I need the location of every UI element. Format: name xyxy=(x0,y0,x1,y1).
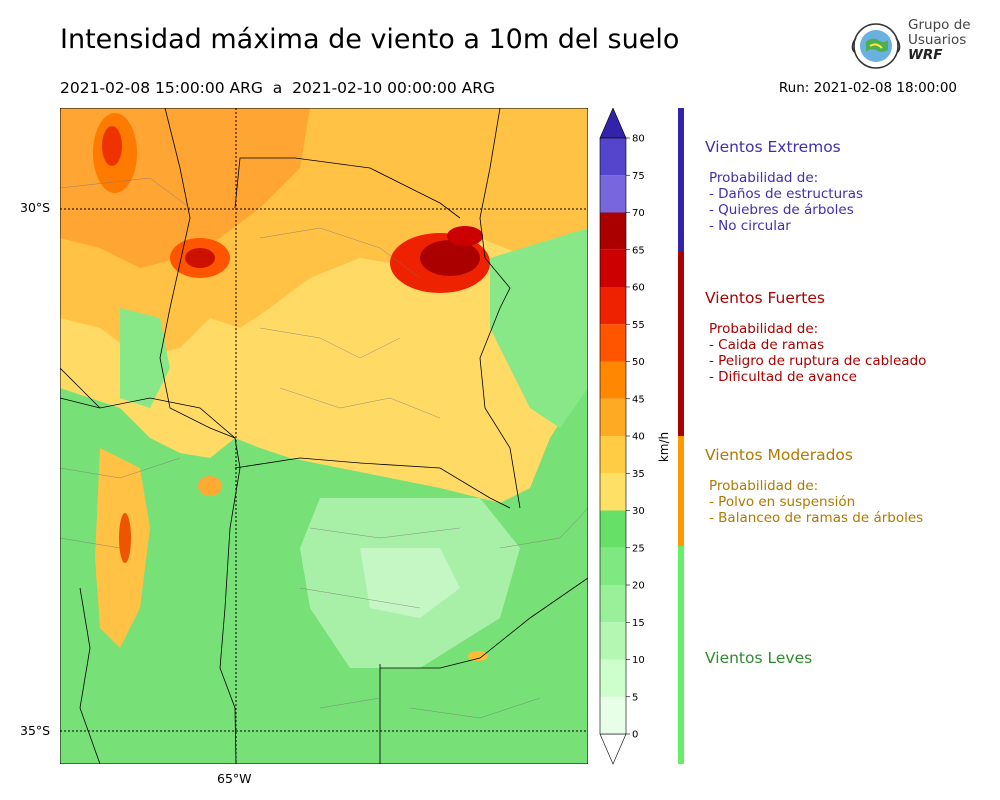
colorbar-swatch xyxy=(600,361,626,399)
colorbar-unit: km/h xyxy=(657,431,672,463)
colorbar-swatch xyxy=(600,696,626,734)
category-light: Vientos Leves xyxy=(705,649,812,667)
lon-label-65w: 65°W xyxy=(217,771,252,786)
category-moderate: Vientos Moderados Probabilidad de: - Pol… xyxy=(705,446,923,526)
colorbar-tick-label: 70 xyxy=(632,208,645,219)
colorbar-tick-label: 30 xyxy=(632,506,645,517)
logo-line-3: WRF xyxy=(908,47,943,63)
colorbar-extend-max xyxy=(599,108,627,139)
colorbar-tick-label: 15 xyxy=(632,618,645,629)
colorbar-tick-label: 50 xyxy=(632,357,645,368)
colorbar-tick-label: 55 xyxy=(632,320,645,331)
colorbar-swatch xyxy=(600,324,626,362)
colorbar-tick-label: 25 xyxy=(632,543,645,554)
globe-icon xyxy=(851,23,901,69)
band-strong xyxy=(678,252,684,436)
lat-label-30s: 30°S xyxy=(20,200,51,215)
category-title: Vientos Moderados xyxy=(705,446,853,464)
colorbar-tick-label: 80 xyxy=(632,134,645,145)
colorbar-tick-label: 10 xyxy=(632,655,645,666)
colorbar-swatch xyxy=(600,249,626,287)
colorbar-tick-label: 40 xyxy=(632,432,645,443)
colorbar-tick-label: 5 xyxy=(632,692,638,703)
category-title: Vientos Extremos xyxy=(705,138,841,156)
colorbar-tick-label: 45 xyxy=(632,394,645,405)
colorbar: 0 5 10 15 20 25 30 35 40 45 50 55 60 65 70 75 80 xyxy=(599,108,645,765)
colorbar-swatch xyxy=(600,473,626,511)
logo-line-1: Grupo de xyxy=(908,17,971,33)
category-strong: Vientos Fuertes Probabilidad de: - Caida… xyxy=(705,289,926,385)
colorbar-swatch xyxy=(600,436,626,474)
logo-line-2: Usuarios xyxy=(908,32,967,48)
colorbar-swatch xyxy=(600,138,626,176)
lat-label-35s: 35°S xyxy=(20,723,51,738)
colorbar-swatch xyxy=(600,585,626,623)
colorbar-swatch xyxy=(600,622,626,660)
category-extreme: Vientos Extremos Probabilidad de: - Daño… xyxy=(705,138,863,234)
colorbar-tick-label: 75 xyxy=(632,171,645,182)
colorbar-tick-label: 65 xyxy=(632,245,645,256)
colorbar-swatch xyxy=(600,398,626,436)
colorbar-swatch xyxy=(600,212,626,250)
colorbar-tick-label: 60 xyxy=(632,283,645,294)
colorbar-swatch xyxy=(600,510,626,548)
colorbar-tick-label: 35 xyxy=(632,469,645,480)
colorbar-swatch xyxy=(600,287,626,325)
wind-map xyxy=(60,108,588,764)
band-light xyxy=(678,546,684,764)
map-title: Intensidad máxima de viento a 10m del su… xyxy=(60,24,680,55)
category-description: Probabilidad de: - Daños de estructuras … xyxy=(709,170,864,234)
run-timestamp: Run: 2021-02-08 18:00:00 xyxy=(778,80,957,96)
category-title: Vientos Leves xyxy=(705,649,813,667)
time-range: 2021-02-08 15:00:00 ARG a 2021-02-10 00:… xyxy=(60,79,496,97)
category-description: Probabilidad de: - Caida de ramas - Peli… xyxy=(709,321,927,385)
wrf-logo: Grupo de Usuarios WRF xyxy=(848,18,973,74)
band-extreme xyxy=(678,108,684,252)
colorbar-tick-label: 20 xyxy=(632,581,645,592)
colorbar-swatch xyxy=(600,547,626,585)
colorbar-extend-min xyxy=(599,733,627,765)
band-moderate xyxy=(678,436,684,546)
colorbar-swatch xyxy=(600,659,626,697)
colorbar-swatch xyxy=(600,175,626,213)
category-title: Vientos Fuertes xyxy=(705,289,825,307)
colorbar-tick-label: 0 xyxy=(632,730,638,741)
category-description: Probabilidad de: - Polvo en suspensión -… xyxy=(709,478,924,526)
